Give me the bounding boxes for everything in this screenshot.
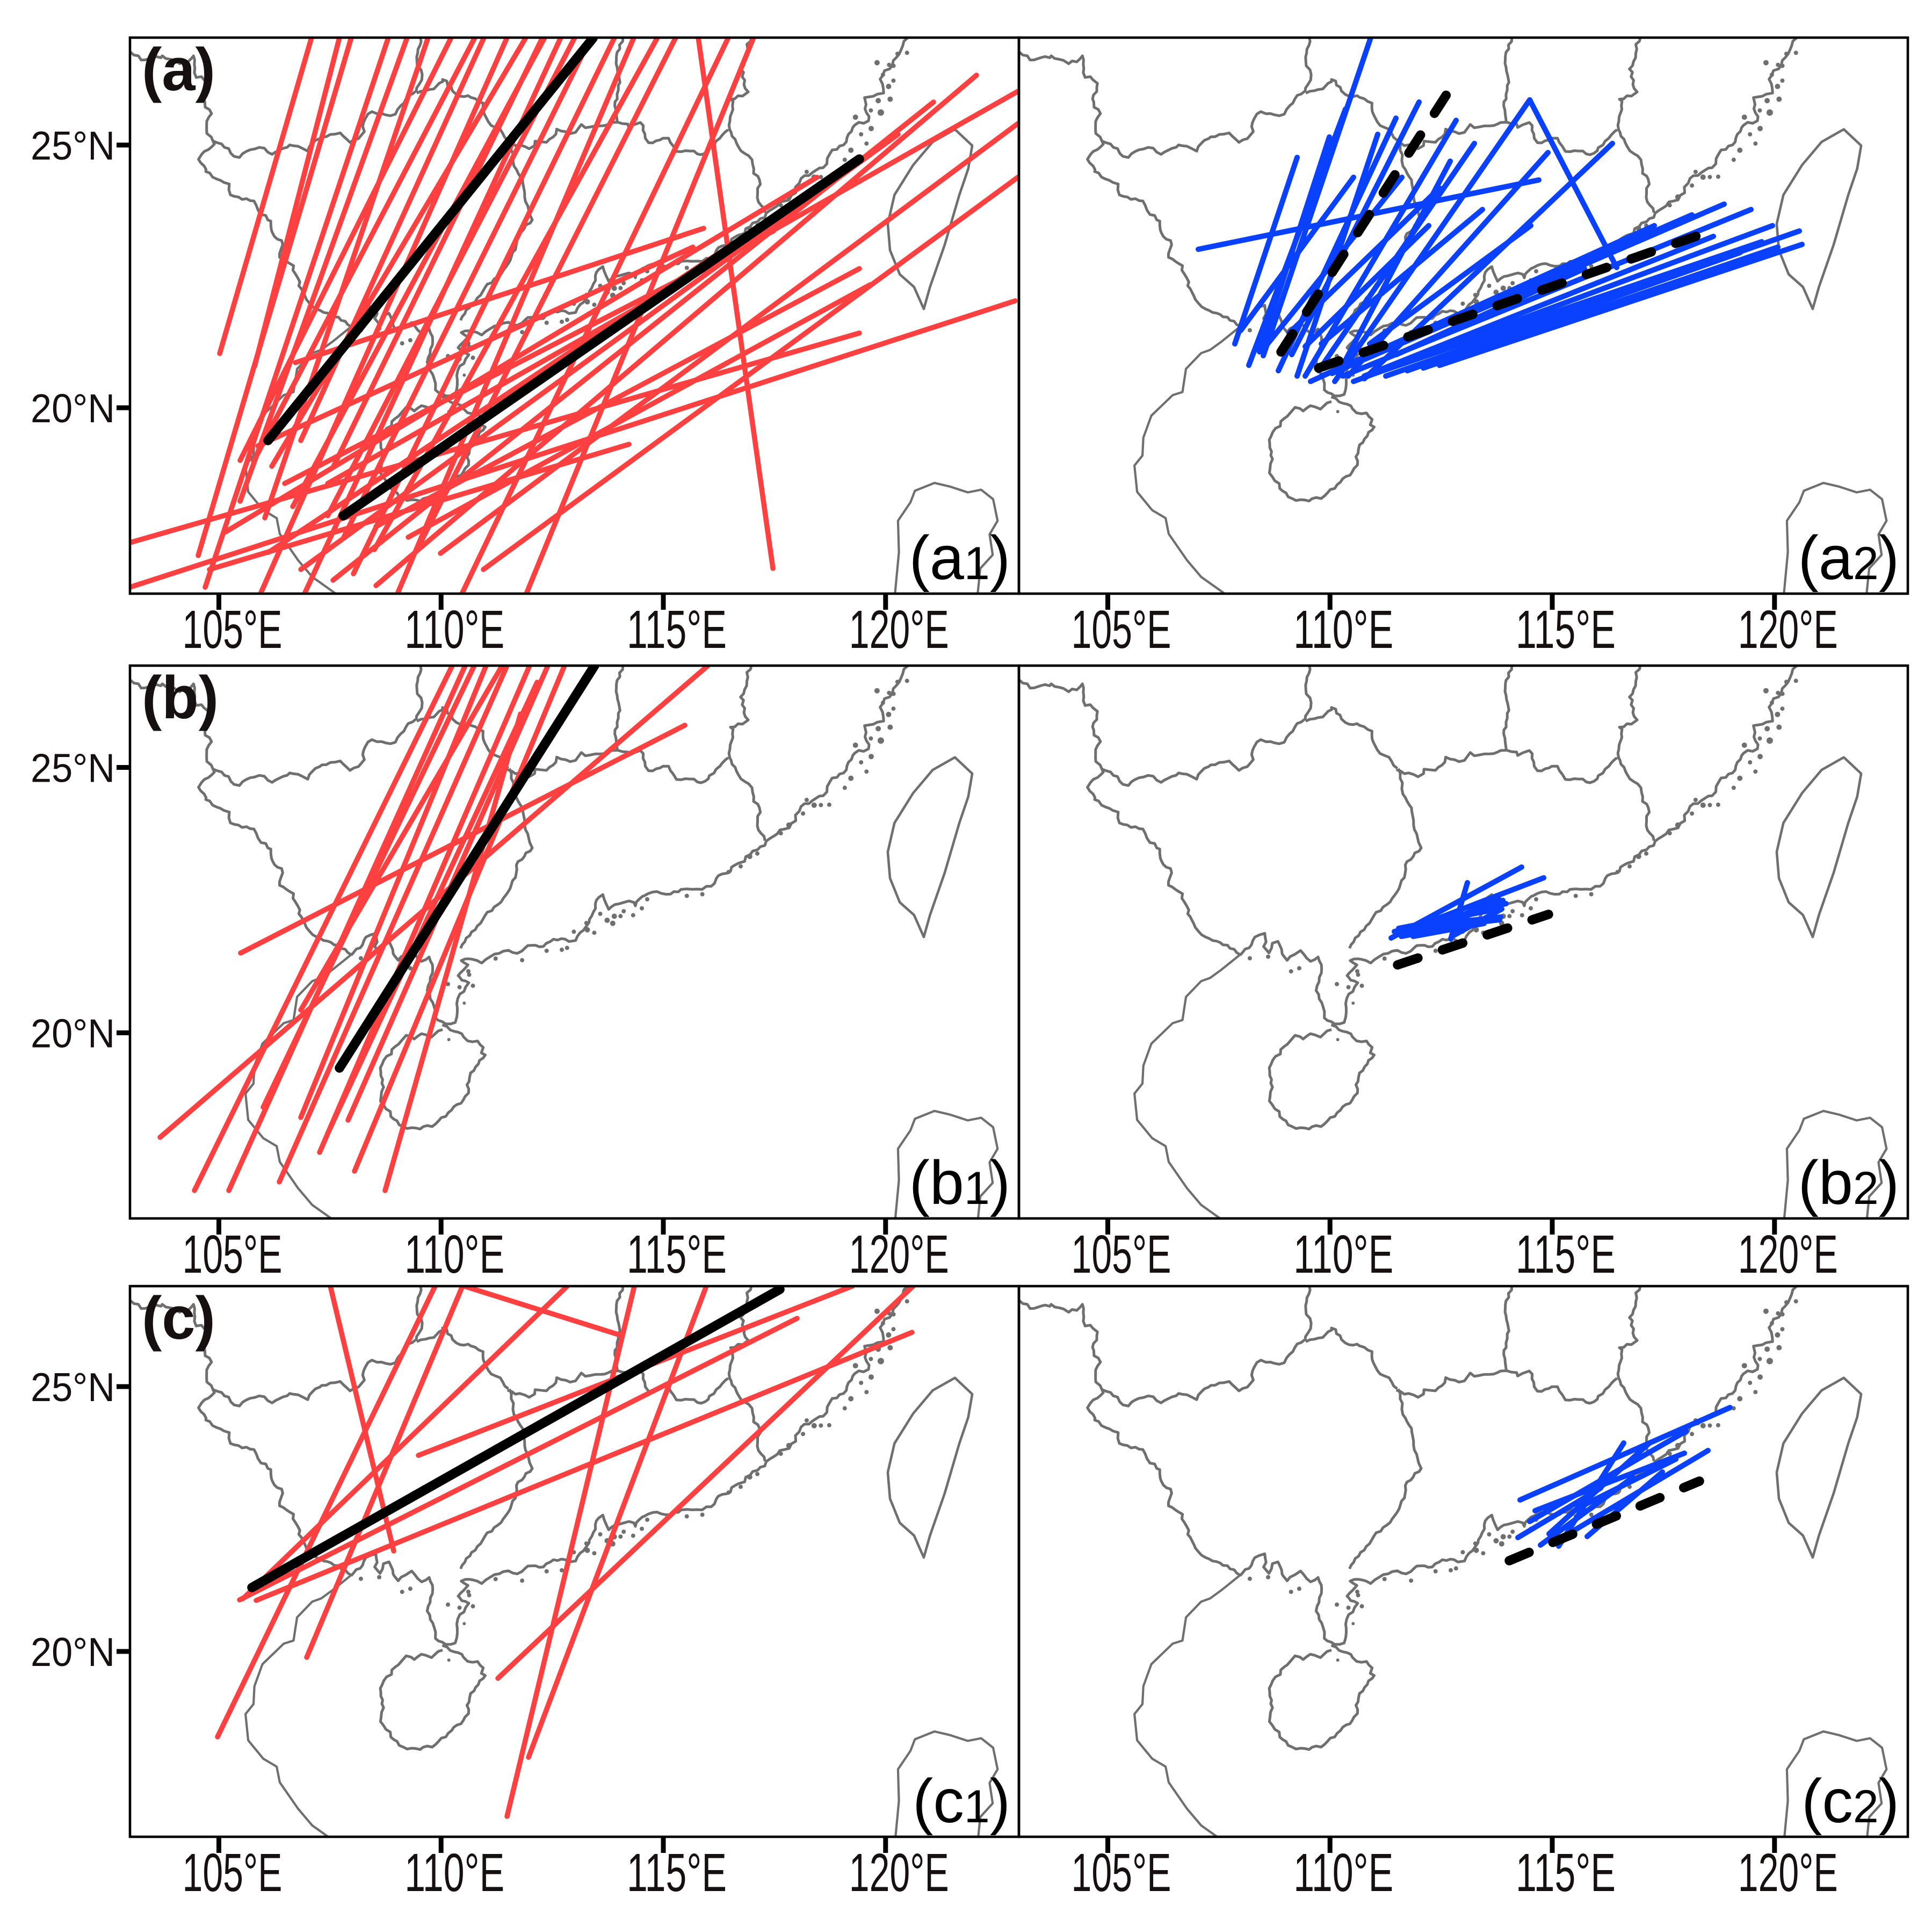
svg-text:110°E: 110°E bbox=[404, 600, 504, 660]
svg-text:115°E: 115°E bbox=[1516, 1224, 1616, 1285]
svg-text:(a1): (a1) bbox=[909, 524, 1010, 593]
svg-text:(b2): (b2) bbox=[1798, 1149, 1899, 1217]
svg-text:105°E: 105°E bbox=[183, 600, 283, 660]
svg-text:(b): (b) bbox=[142, 664, 219, 731]
svg-text:110°E: 110°E bbox=[1293, 600, 1393, 660]
svg-text:(c): (c) bbox=[142, 1285, 215, 1352]
svg-text:105°E: 105°E bbox=[183, 1224, 283, 1285]
svg-text:110°E: 110°E bbox=[404, 1843, 504, 1903]
svg-text:105°E: 105°E bbox=[1072, 600, 1171, 660]
svg-text:105°E: 105°E bbox=[1072, 1224, 1171, 1285]
svg-text:(c1): (c1) bbox=[913, 1767, 1010, 1836]
svg-text:115°E: 115°E bbox=[1516, 1843, 1616, 1903]
svg-text:115°E: 115°E bbox=[627, 1224, 727, 1285]
svg-text:115°E: 115°E bbox=[1516, 600, 1616, 660]
svg-text:25°N: 25°N bbox=[31, 123, 115, 168]
svg-text:20°N: 20°N bbox=[31, 1629, 115, 1675]
svg-text:25°N: 25°N bbox=[31, 1365, 115, 1410]
svg-text:115°E: 115°E bbox=[627, 600, 727, 660]
svg-text:120°E: 120°E bbox=[1738, 600, 1838, 660]
svg-text:120°E: 120°E bbox=[849, 1843, 949, 1903]
svg-text:(c2): (c2) bbox=[1801, 1767, 1899, 1836]
svg-text:110°E: 110°E bbox=[404, 1224, 504, 1285]
svg-text:105°E: 105°E bbox=[1072, 1843, 1171, 1903]
svg-text:(a): (a) bbox=[142, 36, 215, 103]
svg-text:110°E: 110°E bbox=[1293, 1843, 1393, 1903]
svg-text:(b1): (b1) bbox=[909, 1149, 1010, 1217]
svg-text:20°N: 20°N bbox=[31, 386, 115, 431]
svg-text:120°E: 120°E bbox=[1738, 1224, 1838, 1285]
svg-text:120°E: 120°E bbox=[1738, 1843, 1838, 1903]
svg-text:25°N: 25°N bbox=[31, 746, 115, 791]
svg-text:120°E: 120°E bbox=[849, 1224, 949, 1285]
svg-text:(a2): (a2) bbox=[1798, 524, 1899, 593]
svg-text:115°E: 115°E bbox=[627, 1843, 727, 1903]
svg-text:120°E: 120°E bbox=[849, 600, 949, 660]
svg-text:110°E: 110°E bbox=[1293, 1224, 1393, 1285]
svg-text:105°E: 105°E bbox=[183, 1843, 283, 1903]
svg-text:20°N: 20°N bbox=[31, 1011, 115, 1056]
